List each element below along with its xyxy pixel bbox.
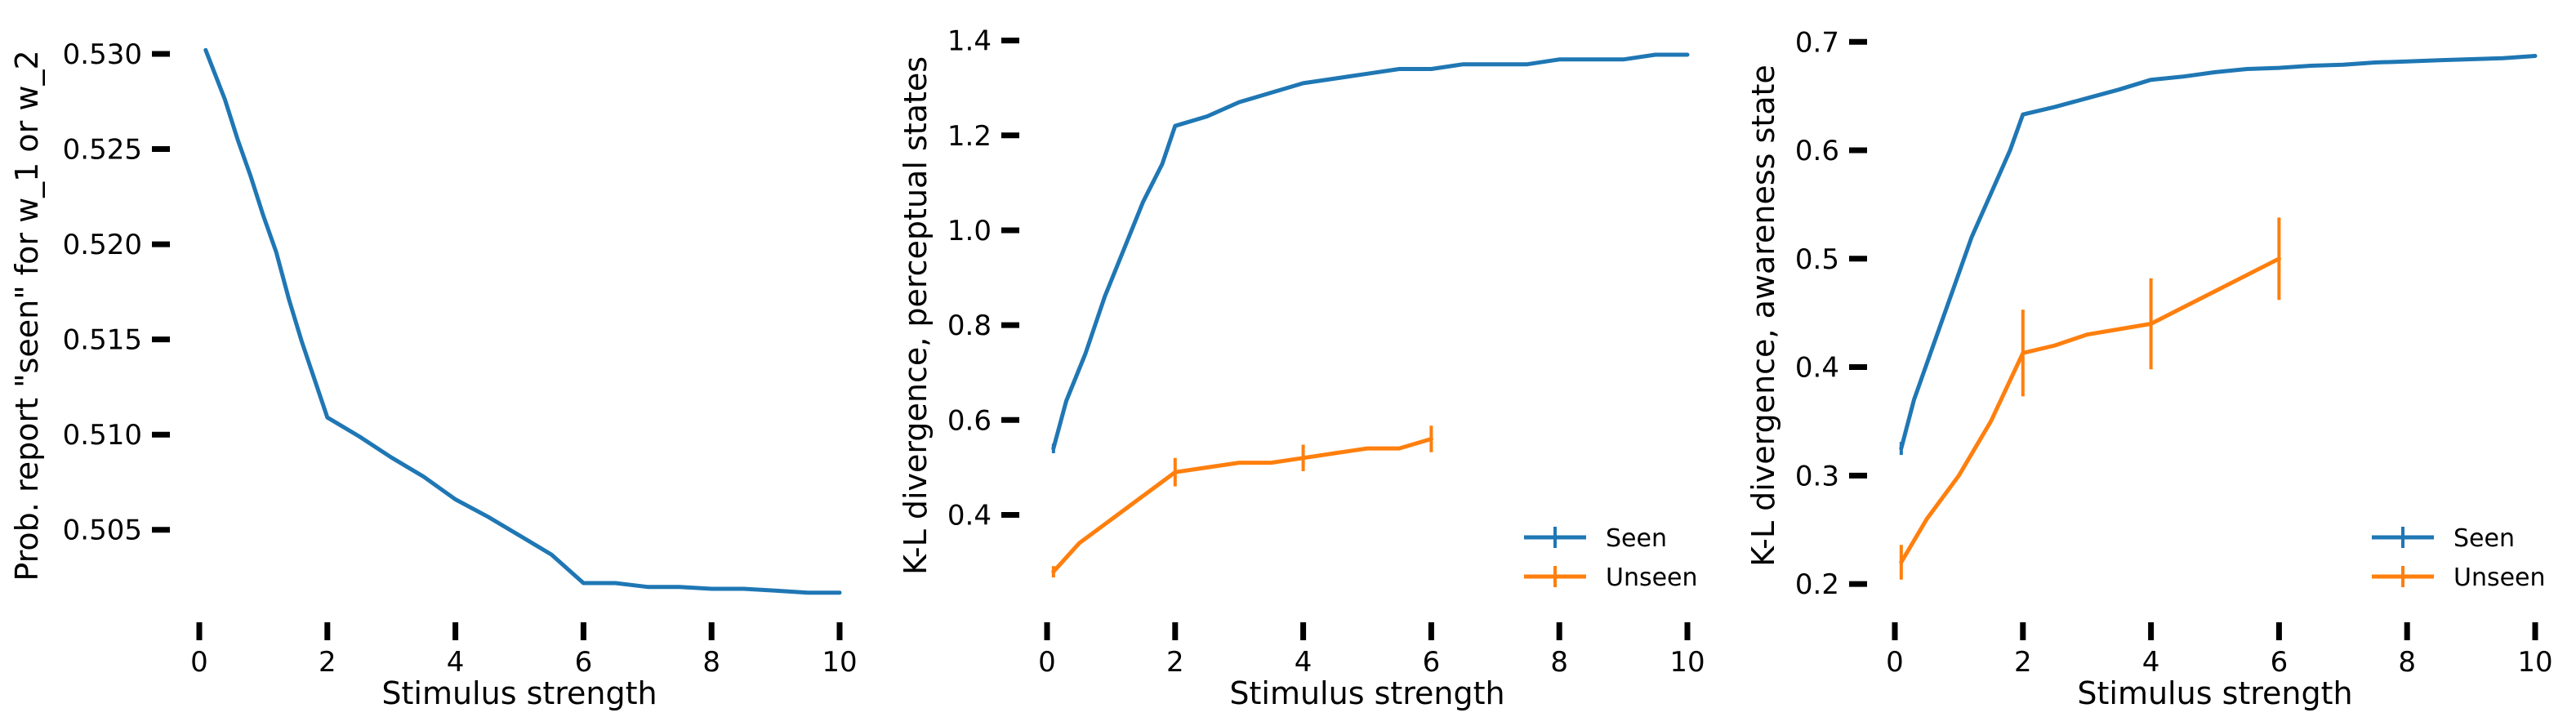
- x-tick-label: 8: [2398, 646, 2416, 679]
- y-tick-label: 0.6: [947, 404, 992, 437]
- x-tick-label: 0: [190, 646, 208, 679]
- y-tick-label: 0.7: [1795, 26, 1839, 59]
- x-tick-label: 10: [1669, 646, 1705, 679]
- y-tick-label: 0.8: [947, 310, 992, 342]
- legend-label-unseen: Unseen: [1606, 563, 1698, 592]
- x-tick-label: 0: [1038, 646, 1056, 679]
- x-tick-label: 6: [575, 646, 593, 679]
- series-line-seen: [1051, 52, 1690, 451]
- x-tick-label: 2: [1166, 646, 1184, 679]
- y-tick-label: 0.3: [1795, 460, 1839, 492]
- chart-panel-2: 0 2 4 6 8 10 0.4 0.6 0.8 1.0 1.2 1.4 Stimulus streng…: [898, 25, 1705, 711]
- x-tick-label: 8: [702, 646, 720, 679]
- y-tick-label: 0.5: [1795, 243, 1839, 276]
- x-axis-label: Stimulus strength: [381, 675, 657, 711]
- y-axis-label: K-L divergence, awareness state: [1745, 65, 1781, 567]
- y-tick-label: 0.510: [63, 419, 142, 452]
- x-axis-label: Stimulus strength: [1229, 675, 1504, 711]
- legend: Seen Unseen: [1524, 524, 1698, 592]
- x-tick-label: 4: [1295, 646, 1313, 679]
- legend: Seen Unseen: [2372, 524, 2546, 592]
- x-tick-label: 2: [319, 646, 336, 679]
- y-tick-label: 1.2: [947, 120, 992, 153]
- x-tick-label: 2: [2014, 646, 2032, 679]
- chart-panel-3: 0 2 4 6 8 10 0.2 0.3 0.4 0.5 0.6 0.7 Stimulus streng…: [1745, 26, 2553, 711]
- x-tick-label: 6: [2271, 646, 2289, 679]
- chart-panel-1: 0 2 4 6 8 10 0.505 0.510 0.515 0.520 0.525 0.530 Sti…: [9, 38, 858, 711]
- y-tick-label: 0.530: [63, 38, 142, 71]
- y-tick-label: 0.6: [1795, 135, 1839, 167]
- x-tick-label: 10: [2517, 646, 2552, 679]
- y-axis-label: K-L divergence, perceptual states: [898, 56, 934, 575]
- y-tick-label: 0.4: [1795, 352, 1839, 385]
- series-line-seen: [1899, 54, 2538, 451]
- x-tick-label: 8: [1550, 646, 1568, 679]
- x-tick-label: 0: [1886, 646, 1904, 679]
- legend-label-unseen: Unseen: [2453, 563, 2546, 592]
- legend-label-seen: Seen: [2453, 524, 2515, 553]
- x-axis-label: Stimulus strength: [2077, 675, 2352, 711]
- y-tick-label: 0.505: [63, 514, 142, 547]
- x-tick-label: 6: [1423, 646, 1441, 679]
- y-tick-label: 1.0: [947, 215, 992, 247]
- y-tick-label: 0.4: [947, 499, 992, 532]
- series-line-series: [203, 47, 842, 595]
- x-tick-label: 4: [447, 646, 465, 679]
- y-tick-label: 0.2: [1795, 568, 1839, 601]
- series-line-unseen: [1051, 437, 1433, 574]
- x-tick-label: 10: [822, 646, 857, 679]
- series-line-unseen: [1899, 256, 2281, 564]
- y-tick-label: 1.4: [947, 25, 992, 58]
- y-axis-label: Prob. report "seen" for w_1 or w_2: [9, 50, 45, 581]
- x-tick-label: 4: [2142, 646, 2160, 679]
- y-tick-label: 0.520: [63, 229, 142, 261]
- legend-label-seen: Seen: [1606, 524, 1667, 553]
- y-tick-label: 0.515: [63, 324, 142, 357]
- y-tick-label: 0.525: [63, 134, 142, 167]
